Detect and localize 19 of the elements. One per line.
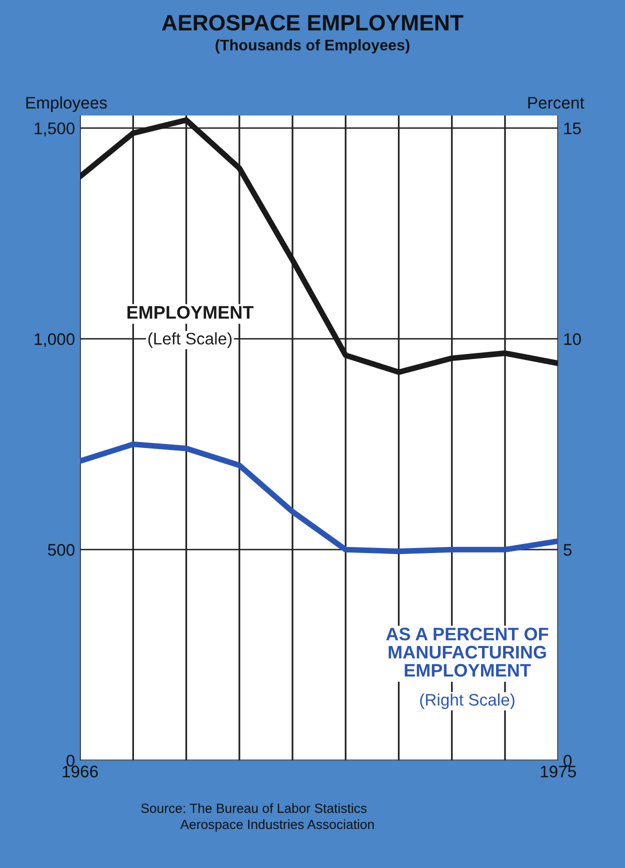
chart-title: AEROSPACE EMPLOYMENT (162, 14, 464, 31)
source-note: Source: The Bureau of Labor Statistics Aerospace Industries Association (141, 803, 374, 832)
text: AS A PERCENT OF MANUFACTURING EMPLOYMENT (386, 628, 548, 677)
annotation: (Left Scale) (148, 332, 232, 348)
y2-tick-label: 0 (564, 754, 572, 767)
y-tick-label: 1,000 (34, 333, 74, 348)
x-tick-label: 1975 (540, 766, 576, 778)
y-tick-label: 0 (66, 754, 74, 767)
y-axis-title: Employees (26, 96, 107, 112)
text: EMPLOYMENT (127, 306, 254, 319)
x-tick-label: 1966 (62, 766, 98, 778)
annotation: (Right Scale) (420, 693, 514, 710)
y-tick-label: 1,500 (34, 122, 74, 136)
y2-tick-label: 5 (564, 544, 572, 556)
y-tick-label: 500 (48, 544, 74, 556)
y2-tick-label: 15 (564, 122, 581, 134)
y2-axis-title: Percent (528, 97, 584, 109)
y2-tick-label: 10 (564, 333, 581, 346)
chart-subtitle: (Thousands of Employees) (216, 39, 410, 54)
